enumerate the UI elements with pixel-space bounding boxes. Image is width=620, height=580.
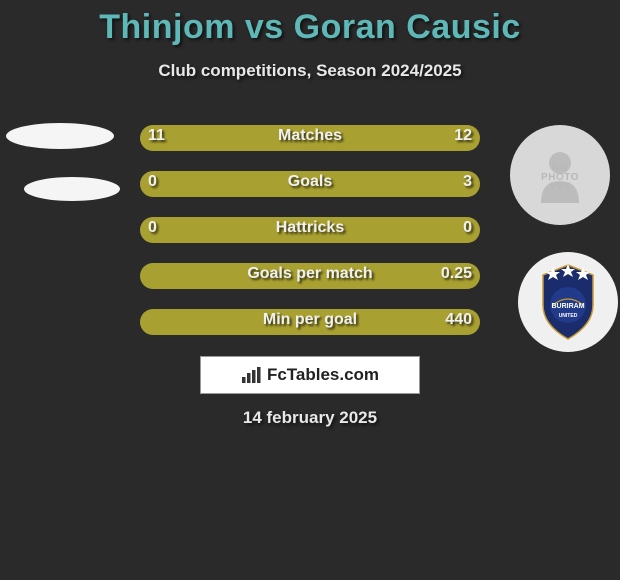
stat-row: Min per goal 440: [0, 299, 620, 345]
footer-brand[interactable]: FcTables.com: [200, 356, 420, 394]
stat-label: Hattricks: [0, 219, 620, 237]
comparison-date: 14 february 2025: [0, 408, 620, 428]
stat-row: 0 Hattricks 0: [0, 207, 620, 253]
stat-value-right: 12: [454, 127, 472, 145]
stat-value-right: 440: [445, 311, 472, 329]
stat-label: Matches: [0, 127, 620, 145]
comparison-title: Thinjom vs Goran Causic: [0, 0, 620, 47]
stat-row: 0 Goals 3: [0, 161, 620, 207]
stat-label: Min per goal: [0, 311, 620, 329]
stat-row: 11 Matches 12: [0, 115, 620, 161]
comparison-subtitle: Club competitions, Season 2024/2025: [0, 61, 620, 81]
stat-value-right: 3: [463, 173, 472, 191]
stat-value-right: 0: [463, 219, 472, 237]
stats-container: 11 Matches 12 0 Goals 3 0 Hattricks 0 Go…: [0, 115, 620, 345]
stat-value-right: 0.25: [441, 265, 472, 283]
stat-row: Goals per match 0.25: [0, 253, 620, 299]
chart-icon: [241, 366, 263, 384]
stat-label: Goals per match: [0, 265, 620, 283]
stat-label: Goals: [0, 173, 620, 191]
footer-brand-text: FcTables.com: [267, 365, 379, 385]
